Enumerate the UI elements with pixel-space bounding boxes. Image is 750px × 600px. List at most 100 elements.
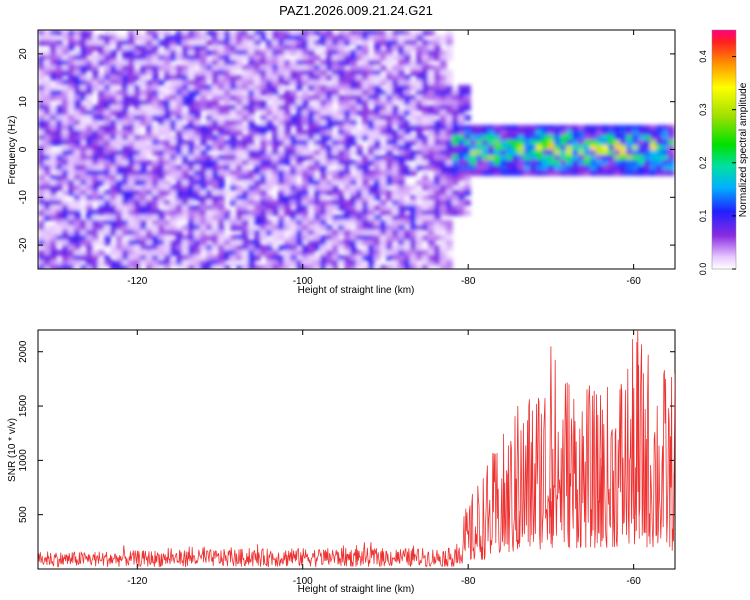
heatmap-cell xyxy=(314,255,321,261)
heatmap-cell xyxy=(212,245,219,251)
heatmap-cell xyxy=(452,180,459,186)
heatmap-cell xyxy=(362,235,369,241)
heatmap-cell xyxy=(206,245,213,251)
heatmap-cell xyxy=(542,165,549,171)
heatmap-cell xyxy=(452,200,459,206)
heatmap-cell xyxy=(182,30,189,36)
heatmap-cell xyxy=(140,120,147,126)
heatmap-cell xyxy=(584,140,591,146)
heatmap-cell xyxy=(632,135,639,141)
heatmap-cell xyxy=(542,145,549,151)
heatmap-cell xyxy=(374,70,381,76)
heatmap-cell xyxy=(326,250,333,256)
heatmap-cell xyxy=(272,235,279,241)
heatmap-cell xyxy=(410,195,417,201)
heatmap-cell xyxy=(188,80,195,86)
heatmap-cell xyxy=(614,125,621,131)
heatmap-cell xyxy=(152,50,159,56)
heatmap-cell xyxy=(44,95,51,101)
heatmap-cell xyxy=(164,210,171,216)
heatmap-cell xyxy=(218,260,225,266)
heatmap-cell xyxy=(116,115,123,121)
heatmap-cell xyxy=(56,45,63,51)
heatmap-cell xyxy=(62,165,69,171)
heatmap-cell xyxy=(134,225,141,231)
heatmap-cell xyxy=(320,160,327,166)
heatmap-cell xyxy=(398,215,405,221)
heatmap-cell xyxy=(146,55,153,61)
heatmap-cell xyxy=(302,230,309,236)
heatmap-cell xyxy=(434,160,441,166)
heatmap-cell xyxy=(368,240,375,246)
heatmap-cell xyxy=(92,120,99,126)
heatmap-cell xyxy=(356,170,363,176)
heatmap-cell xyxy=(152,260,159,266)
heatmap-cell xyxy=(218,175,225,181)
heatmap-cell xyxy=(170,225,177,231)
heatmap-cell xyxy=(542,125,549,131)
heatmap-cell xyxy=(134,260,141,266)
heatmap-cell xyxy=(500,170,507,176)
heatmap-cell xyxy=(104,100,111,106)
heatmap-cell xyxy=(206,125,213,131)
heatmap-cell xyxy=(398,150,405,156)
heatmap-cell xyxy=(152,255,159,261)
heatmap-cell xyxy=(98,160,105,166)
heatmap-cell xyxy=(356,225,363,231)
heatmap-cell xyxy=(158,250,165,256)
heatmap-cell xyxy=(650,140,657,146)
heatmap-cell xyxy=(122,160,129,166)
heatmap-cell xyxy=(248,155,255,161)
heatmap-cell xyxy=(200,70,207,76)
heatmap-cell xyxy=(38,55,45,61)
heatmap-cell xyxy=(248,200,255,206)
heatmap-cell xyxy=(500,150,507,156)
heatmap-cell xyxy=(386,45,393,51)
heatmap-cell xyxy=(56,70,63,76)
heatmap-cell xyxy=(92,160,99,166)
heatmap-cell xyxy=(128,75,135,81)
heatmap-cell xyxy=(386,245,393,251)
heatmap-cell xyxy=(404,265,411,269)
heatmap-cell xyxy=(278,125,285,131)
heatmap-cell xyxy=(608,155,615,161)
heatmap-cell xyxy=(386,225,393,231)
heatmap-cell xyxy=(200,80,207,86)
heatmap-cell xyxy=(236,60,243,66)
heatmap-cell xyxy=(290,245,297,251)
heatmap-cell xyxy=(434,230,441,236)
heatmap-cell xyxy=(200,205,207,211)
heatmap-cell xyxy=(392,110,399,116)
heatmap-cell xyxy=(242,250,249,256)
heatmap-cell xyxy=(206,170,213,176)
heatmap-cell xyxy=(224,190,231,196)
heatmap-cell xyxy=(446,140,453,146)
heatmap-cell xyxy=(536,145,543,151)
heatmap-cell xyxy=(440,70,447,76)
heatmap-cell xyxy=(92,190,99,196)
heatmap-cell xyxy=(284,195,291,201)
heatmap-cell xyxy=(266,30,273,36)
heatmap-cell xyxy=(284,200,291,206)
heatmap-cell xyxy=(128,205,135,211)
heatmap-cell xyxy=(152,225,159,231)
heatmap-cell xyxy=(248,265,255,269)
heatmap-cell xyxy=(650,145,657,151)
heatmap-cell xyxy=(74,235,81,241)
heatmap-cell xyxy=(284,35,291,41)
heatmap-cell xyxy=(398,260,405,266)
heatmap-cell xyxy=(266,65,273,71)
heatmap-cell xyxy=(152,40,159,46)
heatmap-cell xyxy=(128,55,135,61)
heatmap-cell xyxy=(164,115,171,121)
heatmap-cell xyxy=(44,80,51,86)
heatmap-cell xyxy=(98,55,105,61)
heatmap-cell xyxy=(218,125,225,131)
heatmap-cell xyxy=(176,50,183,56)
heatmap-cell xyxy=(86,185,93,191)
heatmap-cell xyxy=(308,50,315,56)
heatmap-cell xyxy=(440,60,447,66)
heatmap-cell xyxy=(212,265,219,269)
heatmap-cell xyxy=(248,135,255,141)
heatmap-cell xyxy=(260,85,267,91)
